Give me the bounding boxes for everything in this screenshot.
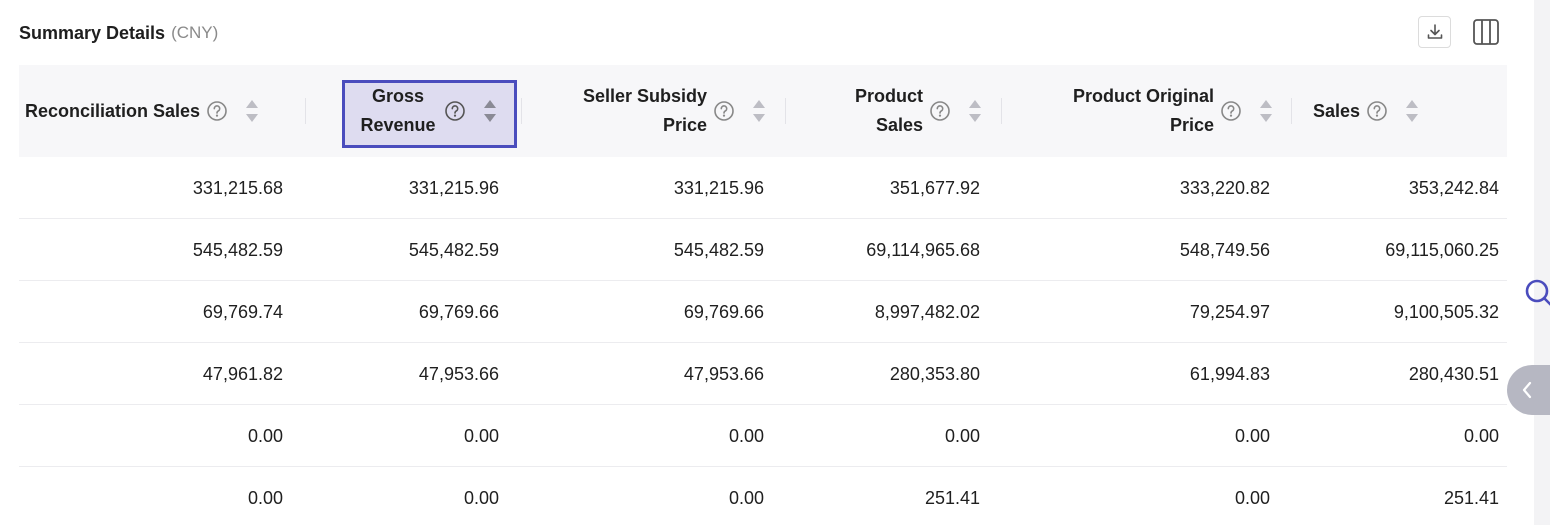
cell-gross-revenue: 69,769.66 [418, 301, 499, 322]
download-button[interactable] [1418, 16, 1451, 48]
sort-icon[interactable] [242, 97, 262, 125]
table-row[interactable]: 331,215.68 331,215.96 331,215.96 351,677… [19, 157, 1507, 219]
column-divider[interactable] [305, 98, 306, 124]
col-header-sales[interactable]: Sales [1313, 65, 1473, 157]
table-row[interactable]: 47,961.82 47,953.66 47,953.66 280,353.80… [19, 343, 1507, 405]
collapse-panel-tab[interactable] [1507, 365, 1550, 415]
table-body: 331,215.68 331,215.96 331,215.96 351,677… [19, 157, 1507, 525]
table-row[interactable]: 545,482.59 545,482.59 545,482.59 69,114,… [19, 219, 1507, 281]
cell-product-sales: 251.41 [924, 487, 980, 508]
download-icon [1427, 24, 1442, 39]
cell-seller-subsidy-price: 545,482.59 [673, 239, 764, 260]
table-header: Reconciliation Sales Gross Revenue Selle… [19, 65, 1507, 157]
column-divider[interactable] [521, 98, 522, 124]
summary-header: Summary Details (CNY) [19, 20, 218, 46]
sort-icon[interactable] [1402, 97, 1422, 125]
column-label: Product Original Price [1072, 86, 1214, 135]
sort-icon[interactable] [965, 97, 985, 125]
search-icon [1525, 279, 1550, 306]
cell-reconciliation-sales: 545,482.59 [192, 239, 283, 260]
cell-gross-revenue: 331,215.96 [408, 177, 499, 198]
cell-product-sales: 8,997,482.02 [874, 301, 980, 322]
cell-seller-subsidy-price: 0.00 [728, 425, 764, 446]
cell-product-original-price: 333,220.82 [1179, 177, 1270, 198]
help-icon[interactable] [444, 100, 466, 122]
help-icon[interactable] [206, 100, 228, 122]
sort-icon[interactable] [749, 97, 769, 125]
table-row[interactable]: 69,769.74 69,769.66 69,769.66 8,997,482.… [19, 281, 1507, 343]
summary-table: Reconciliation Sales Gross Revenue Selle… [19, 65, 1507, 525]
cell-gross-revenue: 0.00 [463, 487, 499, 508]
floating-search-button[interactable] [1522, 276, 1550, 310]
column-divider[interactable] [1001, 98, 1002, 124]
col-header-seller-subsidy-price[interactable]: Seller Subsidy Price [539, 65, 769, 157]
column-label: Product Sales [854, 86, 923, 135]
cell-sales: 353,242.84 [1408, 177, 1499, 198]
cell-sales: 251.41 [1443, 487, 1499, 508]
help-icon[interactable] [1220, 100, 1242, 122]
cell-reconciliation-sales: 0.00 [247, 487, 283, 508]
cell-product-original-price: 0.00 [1234, 425, 1270, 446]
cell-product-original-price: 61,994.83 [1189, 363, 1270, 384]
cell-seller-subsidy-price: 0.00 [728, 487, 764, 508]
table-row[interactable]: 0.00 0.00 0.00 251.41 0.00 251.41 [19, 467, 1507, 525]
column-label: Gross Revenue [360, 86, 436, 135]
col-header-reconciliation-sales[interactable]: Reconciliation Sales [25, 65, 265, 157]
cell-reconciliation-sales: 0.00 [247, 425, 283, 446]
help-icon[interactable] [1366, 100, 1388, 122]
cell-product-original-price: 79,254.97 [1189, 301, 1270, 322]
column-label: Reconciliation Sales [25, 100, 201, 121]
cell-seller-subsidy-price: 331,215.96 [673, 177, 764, 198]
sort-icon[interactable] [1256, 97, 1276, 125]
cell-reconciliation-sales: 331,215.68 [192, 177, 283, 198]
column-label: Sales [1313, 100, 1361, 121]
col-header-product-sales[interactable]: Product Sales [799, 65, 985, 157]
cell-gross-revenue: 545,482.59 [408, 239, 499, 260]
cell-reconciliation-sales: 69,769.74 [202, 301, 283, 322]
cell-product-sales: 280,353.80 [889, 363, 980, 384]
cell-sales: 69,115,060.25 [1385, 239, 1499, 260]
column-divider[interactable] [785, 98, 786, 124]
cell-gross-revenue: 0.00 [463, 425, 499, 446]
cell-product-sales: 351,677.92 [889, 177, 980, 198]
columns-icon [1473, 19, 1499, 45]
cell-sales: 9,100,505.32 [1393, 301, 1499, 322]
column-label: Seller Subsidy Price [582, 86, 707, 135]
col-header-gross-revenue[interactable]: Gross Revenue [349, 65, 509, 157]
cell-product-sales: 69,114,965.68 [866, 239, 980, 260]
currency-label: (CNY) [171, 23, 219, 42]
help-icon[interactable] [713, 100, 735, 122]
section-title: Summary Details [19, 22, 166, 43]
chevron-left-icon [1522, 381, 1532, 399]
cell-sales: 0.00 [1463, 425, 1499, 446]
sort-icon[interactable] [480, 97, 500, 125]
cell-product-original-price: 548,749.56 [1179, 239, 1270, 260]
cell-seller-subsidy-price: 69,769.66 [683, 301, 764, 322]
help-icon[interactable] [929, 100, 951, 122]
cell-product-sales: 0.00 [944, 425, 980, 446]
col-header-product-original-price[interactable]: Product Original Price [1019, 65, 1276, 157]
cell-seller-subsidy-price: 47,953.66 [683, 363, 764, 384]
table-row[interactable]: 0.00 0.00 0.00 0.00 0.00 0.00 [19, 405, 1507, 467]
column-settings-button[interactable] [1469, 15, 1503, 49]
column-divider[interactable] [1291, 98, 1292, 124]
cell-sales: 280,430.51 [1408, 363, 1499, 384]
scrollbar-track[interactable] [1534, 0, 1550, 525]
cell-product-original-price: 0.00 [1234, 487, 1270, 508]
cell-reconciliation-sales: 47,961.82 [202, 363, 283, 384]
cell-gross-revenue: 47,953.66 [418, 363, 499, 384]
